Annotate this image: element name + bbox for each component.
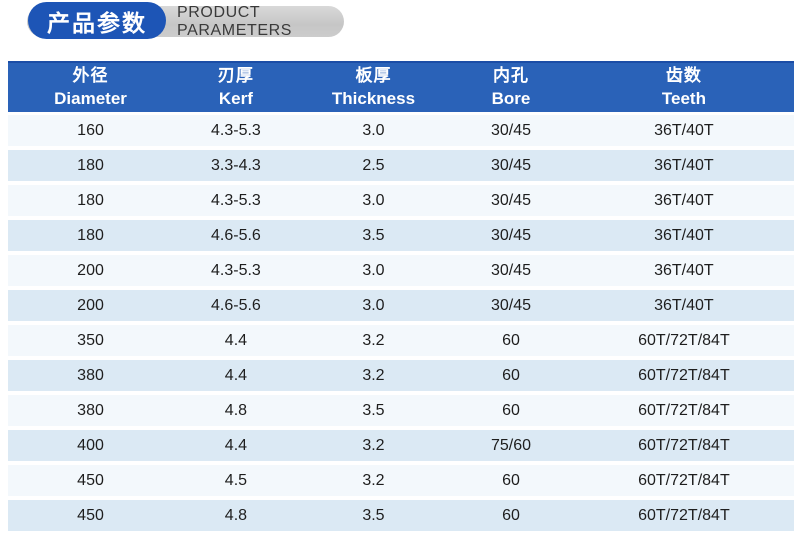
table-cell: 3.2 xyxy=(362,436,385,454)
table-cell: 30/45 xyxy=(490,226,532,244)
table-cell: 30/45 xyxy=(490,156,532,174)
table-cell: 4.4 xyxy=(224,331,248,349)
table-cell: 30/45 xyxy=(490,296,532,314)
table-cell: 60 xyxy=(502,366,520,384)
table-cell: 60T/72T/84T xyxy=(638,401,730,419)
table-cell: 3.0 xyxy=(362,191,385,209)
table-row: 180 4.3-5.3 3.0 30/45 36T/40T xyxy=(8,185,794,216)
table-cell: 60 xyxy=(502,506,520,524)
column-header-thickness-en: Thickness xyxy=(331,88,416,108)
section-title-zh: 产品参数 xyxy=(47,9,147,36)
column-header-diameter-zh: 外径 xyxy=(72,66,109,86)
table-row: 180 4.6-5.6 3.5 30/45 36T/40T xyxy=(8,220,794,251)
column-header-teeth: 齿数 Teeth xyxy=(574,65,794,109)
table-cell: 3.5 xyxy=(362,401,385,419)
table-cell: 4.8 xyxy=(224,401,248,419)
table-row: 450 4.5 3.2 60 60T/72T/84T xyxy=(8,465,794,496)
table-cell: 60 xyxy=(502,471,520,489)
column-header-bore-en: Bore xyxy=(491,88,531,108)
table-cell: 36T/40T xyxy=(654,191,714,209)
table-cell: 4.4 xyxy=(224,366,248,384)
table-row: 380 4.8 3.5 60 60T/72T/84T xyxy=(8,395,794,426)
table-cell: 4.3-5.3 xyxy=(211,261,261,279)
table-cell: 60 xyxy=(502,401,520,419)
table-cell: 60T/72T/84T xyxy=(638,471,730,489)
column-header-kerf: 刃厚 Kerf xyxy=(173,65,299,109)
table-cell: 3.2 xyxy=(362,366,385,384)
table-cell: 36T/40T xyxy=(654,156,714,174)
table-cell: 200 xyxy=(77,261,104,279)
section-title: PRODUCT PARAMETERS 产品参数 xyxy=(27,2,344,40)
table-cell: 180 xyxy=(77,226,104,244)
table-cell: 30/45 xyxy=(490,191,532,209)
table-cell: 60 xyxy=(502,331,520,349)
table-cell: 3.5 xyxy=(362,506,385,524)
column-header-bore: 内孔 Bore xyxy=(448,65,574,109)
table-cell: 75/60 xyxy=(490,436,532,454)
table-row: 350 4.4 3.2 60 60T/72T/84T xyxy=(8,325,794,356)
table-cell: 350 xyxy=(77,331,104,349)
table-cell: 3.5 xyxy=(362,226,385,244)
table-row: 180 3.3-4.3 2.5 30/45 36T/40T xyxy=(8,150,794,181)
table-cell: 180 xyxy=(77,156,104,174)
table-body: 160 4.3-5.3 3.0 30/45 36T/40T 180 3.3-4.3 2.5 30… xyxy=(8,115,794,531)
table-cell: 3.2 xyxy=(362,331,385,349)
column-header-teeth-zh: 齿数 xyxy=(665,66,702,86)
column-header-thickness: 板厚 Thickness xyxy=(299,65,448,109)
column-header-kerf-zh: 刃厚 xyxy=(217,66,254,86)
table-cell: 200 xyxy=(77,296,104,314)
table-cell: 60T/72T/84T xyxy=(638,506,730,524)
table-row: 450 4.8 3.5 60 60T/72T/84T xyxy=(8,500,794,531)
table-cell: 180 xyxy=(77,191,104,209)
column-header-teeth-en: Teeth xyxy=(661,88,706,108)
table-row: 380 4.4 3.2 60 60T/72T/84T xyxy=(8,360,794,391)
column-header-bore-zh: 内孔 xyxy=(493,66,529,86)
table-cell: 4.6-5.6 xyxy=(211,296,261,314)
table-cell: 400 xyxy=(77,436,104,454)
table-cell: 380 xyxy=(77,366,104,384)
table-cell: 60T/72T/84T xyxy=(638,331,730,349)
section-title-en: PRODUCT PARAMETERS xyxy=(177,3,293,39)
table-header-row: 外径 Diameter 刃厚 Kerf 板厚 Thickness 内孔 Bore… xyxy=(8,61,794,112)
table-cell: 380 xyxy=(77,401,104,419)
table-cell: 450 xyxy=(77,471,104,489)
table-row: 200 4.6-5.6 3.0 30/45 36T/40T xyxy=(8,290,794,321)
table-row: 400 4.4 3.2 75/60 60T/72T/84T xyxy=(8,430,794,461)
table-cell: 3.0 xyxy=(362,296,385,314)
table-cell: 3.0 xyxy=(362,121,385,139)
column-header-kerf-en: Kerf xyxy=(218,88,253,108)
table-cell: 2.5 xyxy=(362,156,385,174)
table-row: 200 4.3-5.3 3.0 30/45 36T/40T xyxy=(8,255,794,286)
table-cell: 4.8 xyxy=(224,506,248,524)
table-cell: 60T/72T/84T xyxy=(638,366,730,384)
product-parameters-table: 外径 Diameter 刃厚 Kerf 板厚 Thickness 内孔 Bore… xyxy=(8,61,794,531)
table-cell: 160 xyxy=(77,121,104,139)
column-header-diameter-en: Diameter xyxy=(54,88,127,108)
table-cell: 36T/40T xyxy=(654,261,714,279)
table-cell: 3.2 xyxy=(362,471,385,489)
table-cell: 3.3-4.3 xyxy=(211,156,261,174)
column-header-thickness-zh: 板厚 xyxy=(355,66,392,86)
table-cell: 3.0 xyxy=(362,261,385,279)
title-pill: 产品参数 xyxy=(28,2,166,39)
table-row: 160 4.3-5.3 3.0 30/45 36T/40T xyxy=(8,115,794,146)
table-cell: 36T/40T xyxy=(654,121,714,139)
table-cell: 60T/72T/84T xyxy=(638,436,730,454)
table-cell: 4.5 xyxy=(224,471,248,489)
table-cell: 4.4 xyxy=(224,436,248,454)
table-cell: 4.3-5.3 xyxy=(211,191,261,209)
table-cell: 4.3-5.3 xyxy=(211,121,261,139)
table-cell: 36T/40T xyxy=(654,226,714,244)
column-header-diameter: 外径 Diameter xyxy=(8,65,173,109)
table-cell: 30/45 xyxy=(490,121,532,139)
table-cell: 450 xyxy=(77,506,104,524)
table-cell: 4.6-5.6 xyxy=(211,226,261,244)
table-cell: 36T/40T xyxy=(654,296,714,314)
table-cell: 30/45 xyxy=(490,261,532,279)
